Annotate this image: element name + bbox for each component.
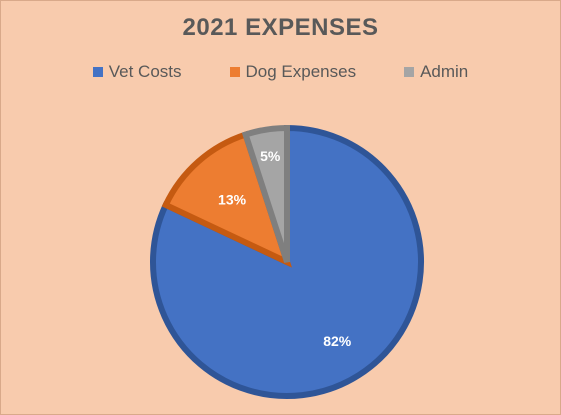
legend-label-vet-costs: Vet Costs bbox=[108, 62, 182, 81]
legend-item-dog-expenses: Dog Expenses bbox=[229, 62, 357, 82]
data-label-dog-expenses: 13% bbox=[218, 192, 247, 208]
pie-slice-dog-expenses bbox=[161, 130, 292, 268]
legend-item-vet-costs: Vet Costs bbox=[92, 62, 182, 82]
legend-label-dog-expenses: Dog Expenses bbox=[245, 62, 357, 81]
legend-swatch-admin bbox=[404, 67, 415, 77]
chart-title: 2021 EXPENSES bbox=[182, 14, 379, 41]
legend-swatch-vet-costs bbox=[92, 67, 103, 77]
legend-item-admin: Admin bbox=[404, 62, 468, 82]
legend-label-admin: Admin bbox=[420, 62, 469, 81]
data-label-admin: 5% bbox=[260, 148, 281, 164]
pie-slice-admin bbox=[241, 124, 290, 263]
chart-legend: Vet Costs Dog Expenses Admin bbox=[0, 62, 561, 82]
pie-labels: 82% 13% 5% bbox=[218, 148, 352, 349]
legend-swatch-dog-expenses bbox=[229, 67, 240, 77]
pie-slices bbox=[150, 124, 424, 399]
data-label-vet-costs: 82% bbox=[323, 333, 352, 349]
